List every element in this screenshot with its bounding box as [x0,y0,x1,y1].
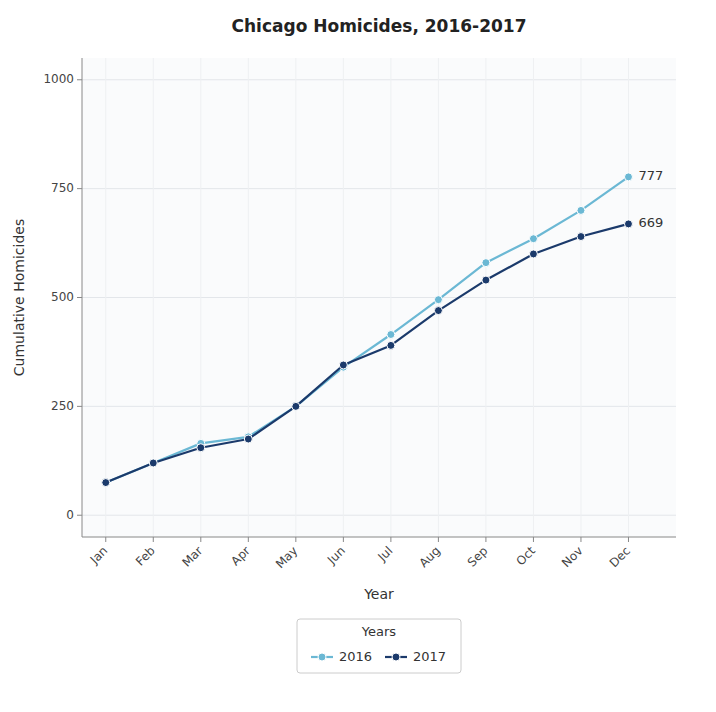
tick-label: 500 [51,290,74,304]
y-axis: 0 250 500 750 1000 [43,72,82,521]
grid-line [485,58,486,537]
marker [244,435,252,443]
grid-line [82,188,676,189]
tick-mark [533,537,534,542]
marker [387,341,395,349]
tick-mark [105,537,106,542]
marker [577,206,585,214]
marker [434,296,442,304]
marker [149,459,157,467]
marker [339,361,347,369]
tick-label: Feb [133,544,158,569]
tick-label: Oct [513,543,538,568]
tick-mark [200,537,201,542]
tick-mark [77,79,82,80]
tick-mark [77,297,82,298]
marker [577,233,585,241]
title: Chicago Homicides, 2016-2017 [232,16,527,36]
marker [197,444,205,452]
grid-line [295,58,296,537]
tick-label: Sep [465,544,491,570]
tick-mark [343,537,344,542]
tick-mark [628,537,629,542]
grid-line [533,58,534,537]
marker [102,479,110,487]
marker [624,173,632,181]
grid-line [105,58,106,537]
grid-line [82,79,676,80]
tick-label: Dec [607,544,633,570]
marker [482,276,490,284]
marker [529,250,537,258]
marker [149,459,157,467]
tick-label: Jan [87,544,111,568]
legend-swatch [392,653,400,661]
marker [292,402,300,410]
tick-mark [248,537,249,542]
x-axis: Jan Feb Mar Apr May Jun Jul Aug Sep Oct Nov Dec [87,537,633,571]
annotation: 777 [638,168,663,183]
legend-box [297,619,461,673]
tick-label: May [273,544,300,571]
tick-label: Apr [228,544,253,569]
marker [292,402,300,410]
grid-line [82,297,676,298]
legend-swatch [318,653,326,661]
tick-label: Nov [559,544,585,570]
marker [624,220,632,228]
marker [434,307,442,315]
grid-line [580,58,581,537]
legend-title: Years [361,624,397,639]
tick-mark [485,537,486,542]
tick-mark [153,537,154,542]
tick-mark [295,537,296,542]
tick-mark [438,537,439,542]
marker [102,479,110,487]
grid [82,58,676,537]
tick-label: 1000 [43,72,74,86]
legend-label: 2017 [413,649,446,664]
tick-mark [390,537,391,542]
grid-line [628,58,629,537]
tick-label: Mar [179,544,205,570]
legend-label: 2016 [339,649,372,664]
grid-line [390,58,391,537]
chart: 0 250 500 750 1000 Jan Feb Mar Apr May Jun Jul Aug Se… [0,0,716,712]
tick-mark [580,537,581,542]
grid-line [82,515,676,516]
marker [482,259,490,267]
x-axis-label: Year [363,586,394,602]
tick-label: Jul [375,544,396,565]
tick-mark [77,188,82,189]
series-line [106,224,629,483]
marker [529,235,537,243]
grid-line [82,406,676,407]
legend: Years 2016 2017 [297,619,461,673]
grid-line [343,58,344,537]
tick-label: Aug [417,544,443,570]
tick-label: 750 [51,181,74,195]
tick-mark [77,515,82,516]
grid-line [200,58,201,537]
tick-label: Jun [324,544,348,568]
data [102,173,633,487]
series-line [106,177,629,483]
plot-area [82,58,676,537]
marker [387,331,395,339]
grid-line [248,58,249,537]
x-axis-line [82,537,676,538]
tick-mark [77,406,82,407]
y-axis-label: Cumulative Homicides [11,219,27,376]
annotation: 669 [638,215,663,230]
tick-label: 0 [66,508,74,522]
tick-label: 250 [51,399,74,413]
